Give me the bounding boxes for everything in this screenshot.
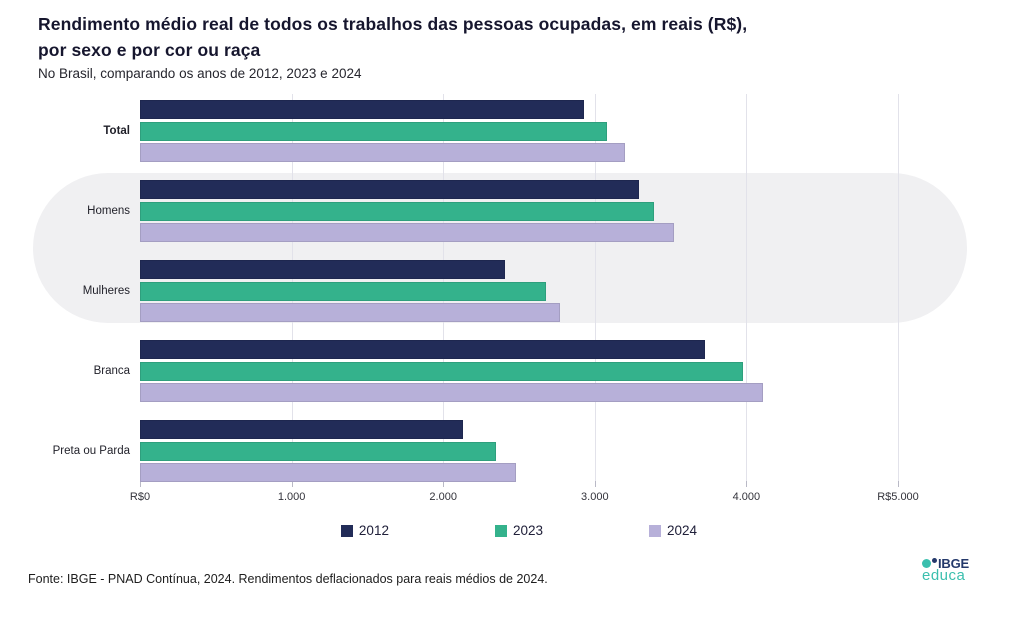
category-label-total: Total xyxy=(103,125,130,137)
source-note: Fonte: IBGE - PNAD Contínua, 2024. Rendi… xyxy=(28,572,548,586)
gridline-5000 xyxy=(898,94,899,487)
bar-2024-total xyxy=(140,143,626,162)
axis-tick-2000 xyxy=(443,481,445,487)
gridline-4000 xyxy=(746,94,748,487)
bar-2012-branca xyxy=(140,340,706,359)
bar-2012-homens xyxy=(140,180,639,199)
axis-tick-label-4000: 4.000 xyxy=(732,491,761,503)
bar-2023-preta-ou-parda xyxy=(140,441,497,461)
navy-dot-icon xyxy=(932,558,937,563)
axis-tick-1000 xyxy=(291,481,293,487)
axis-tick-4000 xyxy=(746,481,748,487)
category-label-mulheres: Mulheres xyxy=(82,285,130,297)
category-label-homens: Homens xyxy=(87,205,130,217)
axis-tick-label-3000: 3.000 xyxy=(581,491,609,503)
bar-2024-homens xyxy=(140,223,674,242)
legend-label-2023: 2023 xyxy=(512,523,544,538)
axis-tick-label-2000: 2.000 xyxy=(429,491,457,503)
bar-2024-mulheres xyxy=(140,303,560,322)
axis-tick-3000 xyxy=(594,481,596,487)
bar-2023-homens xyxy=(140,201,654,221)
bar-2023-total xyxy=(140,121,607,141)
axis-tick-5000 xyxy=(898,481,899,487)
ibge-educa-logo: IBGE educa xyxy=(922,556,982,584)
bar-2023-mulheres xyxy=(140,281,547,301)
chart-title-line1: Rendimento médio real de todos os trabal… xyxy=(38,14,748,34)
gridline-3000 xyxy=(594,94,596,487)
chart-header: Rendimento médio real de todos os trabal… xyxy=(38,11,747,81)
category-label-branca: Branca xyxy=(93,365,130,377)
axis-tick-label-1000: 1.000 xyxy=(277,491,306,503)
legend-item-2023: 2023 xyxy=(494,523,544,538)
teal-dot-icon xyxy=(922,559,931,568)
bar-2012-mulheres xyxy=(140,260,506,279)
legend-item-2012: 2012 xyxy=(340,523,389,538)
legend-item-2024: 2024 xyxy=(649,523,697,538)
category-label-preta-ou-parda: Preta ou Parda xyxy=(52,445,130,457)
bar-2012-total xyxy=(140,100,585,119)
chart-title-line2: por sexo e por cor ou raça xyxy=(38,40,261,60)
legend-label-2024: 2024 xyxy=(667,523,698,538)
legend-swatch-2023 xyxy=(494,524,507,537)
legend-swatch-2024 xyxy=(649,524,662,537)
chart-legend: 2012 2023 2024 xyxy=(140,523,898,538)
axis-tick-label-0: R$0 xyxy=(129,491,151,503)
bar-2024-branca xyxy=(140,383,764,402)
axis-tick-0 xyxy=(140,481,141,487)
axis-tick-label-5000: R$5.000 xyxy=(877,491,919,503)
bar-2024-preta-ou-parda xyxy=(140,463,516,482)
bar-2012-preta-ou-parda xyxy=(140,420,463,439)
logo-educa-text: educa xyxy=(922,567,966,584)
chart-subtitle: No Brasil, comparando os anos de 2012, 2… xyxy=(38,66,362,81)
bar-2023-branca xyxy=(140,361,744,381)
legend-swatch-2012 xyxy=(340,524,353,537)
legend-label-2012: 2012 xyxy=(358,523,389,538)
logo-ibge-text: IBGE xyxy=(938,556,969,571)
